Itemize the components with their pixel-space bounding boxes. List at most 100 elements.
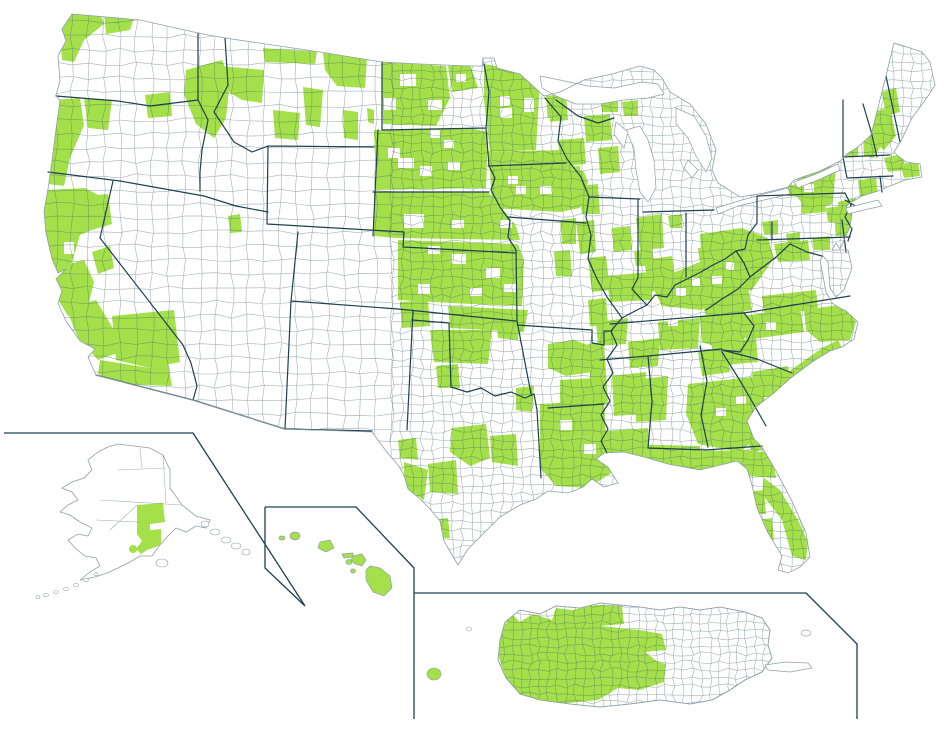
desecheo-island: [466, 626, 472, 632]
oahu: [317, 539, 335, 553]
alaska-outline: [59, 443, 211, 581]
tx-hill: [428, 460, 458, 494]
alaska-island: [155, 558, 169, 568]
in-south: [644, 256, 676, 292]
alaska-island: [200, 520, 210, 528]
national-coastline: [43, 13, 936, 574]
county-gap: [716, 408, 726, 416]
green-bay: [613, 121, 629, 149]
county-gap: [560, 420, 572, 430]
alaska-island: [220, 536, 232, 544]
ny-north: [828, 132, 842, 154]
lake-ontario: [793, 163, 841, 189]
wi-3: [558, 138, 586, 166]
county-gap: [524, 98, 534, 112]
maui: [350, 553, 367, 567]
mt-east: [367, 108, 374, 124]
alaska-borough-borders: [95, 447, 197, 531]
fl-northeast: [742, 452, 776, 478]
mt-north-1: [263, 48, 317, 64]
tn-east: [700, 310, 748, 350]
kauai: [289, 531, 301, 541]
county-gap: [404, 214, 424, 228]
hawaii-inset: [278, 531, 393, 597]
county-gap: [398, 158, 414, 168]
ca-shasta: [84, 194, 112, 230]
ma-boston: [884, 154, 906, 172]
county-gap: [804, 184, 814, 192]
wa-coast: [60, 14, 104, 62]
county-gap: [676, 288, 686, 296]
mt-north-2: [323, 53, 367, 88]
oh-west-small: [668, 214, 682, 228]
pa-northeast: [800, 190, 826, 214]
county-gap: [508, 176, 518, 184]
county-gap: [430, 130, 440, 138]
kahoolawe: [350, 568, 356, 574]
county-gap: [428, 100, 442, 110]
wi-2: [584, 114, 612, 142]
county-gap: [584, 444, 596, 454]
alaska-island: [83, 578, 89, 582]
county-gap: [486, 268, 500, 278]
lake-michigan: [625, 125, 657, 203]
county-gap: [726, 262, 734, 270]
il-southwest: [588, 256, 610, 292]
pr-mona-island: [426, 667, 442, 681]
alaska-island: [209, 528, 221, 536]
county-gap: [736, 396, 746, 404]
alaska-island: [73, 583, 79, 587]
county-gap: [444, 140, 454, 148]
alaska-island: [53, 590, 59, 594]
alaska-island: [93, 572, 99, 576]
lake-huron: [675, 107, 713, 173]
puerto-rico-outline-top: [497, 602, 773, 708]
culebra-island: [800, 629, 812, 637]
county-gap: [384, 98, 396, 110]
mo-river-1: [560, 218, 576, 244]
county-gap: [446, 108, 458, 118]
il-west: [576, 220, 596, 254]
county-gap: [500, 108, 512, 118]
alaska-island: [63, 587, 69, 591]
md-central: [812, 236, 830, 250]
alaska-island: [35, 595, 41, 599]
wi-southwest: [556, 166, 582, 198]
county-gap: [692, 278, 700, 286]
county-gap: [504, 284, 516, 292]
county-gap: [500, 96, 510, 106]
county-gap: [500, 220, 512, 228]
niihau: [278, 535, 286, 541]
great-lakes: [539, 75, 841, 215]
alaska-inset: [35, 443, 251, 599]
alaska-island: [43, 593, 49, 597]
alaska-island: [241, 548, 251, 556]
vieques-island: [764, 661, 813, 673]
tx-west: [398, 438, 418, 460]
mt-northwest: [220, 66, 264, 103]
tn-plateau: [658, 318, 700, 350]
county-gap: [456, 74, 466, 82]
county-gap: [516, 186, 526, 194]
county-gap: [452, 254, 466, 264]
saginaw-bay: [683, 159, 699, 179]
fl-panhandle-coast: [640, 450, 760, 470]
ok-central: [430, 330, 492, 364]
il-central: [612, 226, 632, 252]
county-gap: [400, 74, 416, 86]
ca-san-bernardino: [112, 310, 180, 368]
ak-matsu-kenai: [136, 503, 165, 554]
mo-river-2: [554, 250, 572, 276]
county-gap: [712, 276, 722, 284]
molokai: [341, 552, 354, 559]
state-borders: [47, 32, 901, 479]
inset-divider-lines: [4, 432, 858, 719]
county-gap: [418, 284, 430, 294]
county-gap: [420, 166, 432, 176]
mt-central-1: [303, 87, 323, 127]
county-gap: [540, 118, 550, 126]
county-gap: [64, 242, 74, 254]
vt-main: [842, 104, 860, 156]
mt-central-2: [273, 110, 300, 140]
